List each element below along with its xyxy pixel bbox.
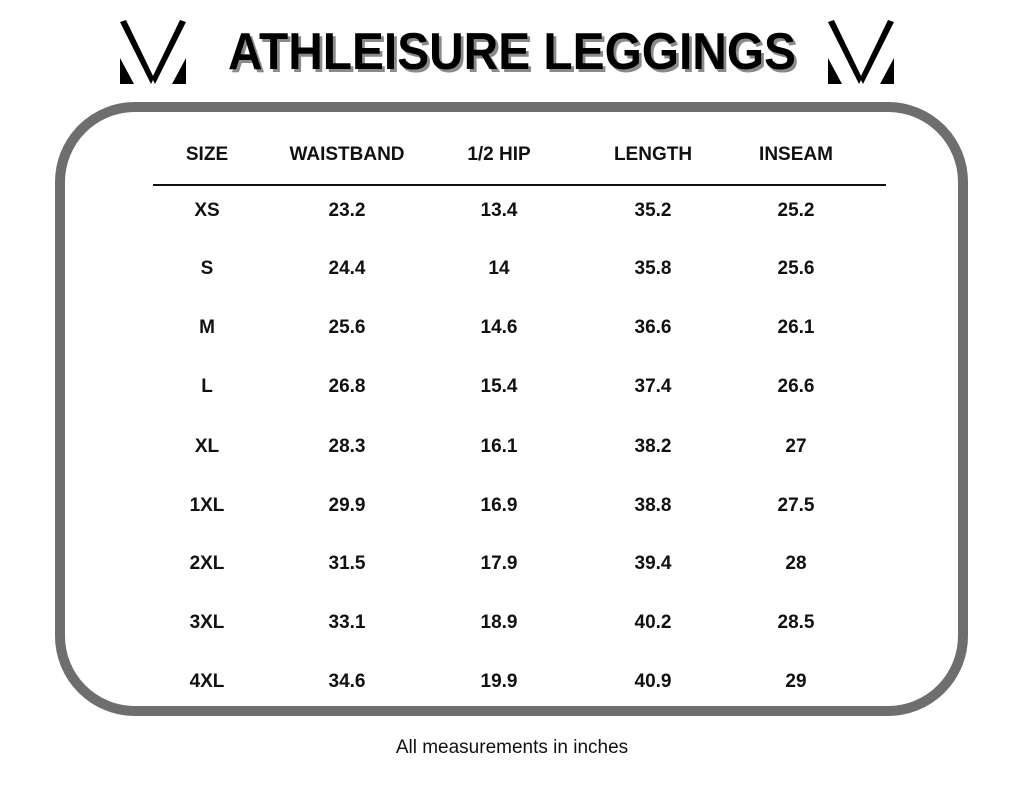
cell-waistband: 28.3: [328, 436, 366, 457]
cell-waistband: 34.6: [328, 671, 366, 692]
cell-inseam: 28.5: [777, 612, 815, 633]
cell-waistband: 25.6: [328, 317, 366, 338]
cell-inseam: 26.6: [777, 376, 815, 397]
cell-size: XL: [194, 436, 220, 457]
cell-inseam: 26.1: [777, 317, 815, 338]
column-header-waistband: WAISTBAND: [289, 144, 405, 165]
cell-waistband: 33.1: [328, 612, 366, 633]
column-header-half-hip: 1/2 HIP: [467, 144, 531, 165]
cell-half-hip: 14.6: [480, 317, 518, 338]
column-header-length: LENGTH: [613, 144, 693, 165]
cell-waistband: 24.4: [328, 258, 366, 279]
cell-half-hip: 15.4: [480, 376, 518, 397]
cell-length: 37.4: [634, 376, 672, 397]
cell-size: 3XL: [189, 612, 225, 633]
cell-waistband: 31.5: [328, 553, 366, 574]
column-header-size: SIZE: [185, 144, 229, 165]
cell-size: 1XL: [189, 495, 225, 516]
cell-length: 38.8: [634, 495, 672, 516]
column-header-inseam: INSEAM: [759, 144, 833, 165]
cell-size: 4XL: [189, 671, 225, 692]
page-title: ATHLEISURE LEGGINGS: [228, 23, 796, 81]
cell-length: 35.8: [634, 258, 672, 279]
cell-inseam: 29: [785, 671, 807, 692]
cell-size: L: [201, 376, 213, 397]
cell-inseam: 25.6: [777, 258, 815, 279]
cell-inseam: 25.2: [777, 200, 815, 221]
cell-half-hip: 14: [488, 258, 510, 279]
cell-half-hip: 18.9: [480, 612, 518, 633]
footer-note: All measurements in inches: [395, 737, 629, 758]
cell-half-hip: 16.9: [480, 495, 518, 516]
cell-waistband: 26.8: [328, 376, 366, 397]
cell-length: 40.9: [634, 671, 672, 692]
cell-length: 36.6: [634, 317, 672, 338]
cell-size: M: [199, 317, 215, 338]
cell-length: 40.2: [634, 612, 672, 633]
cell-length: 39.4: [634, 553, 672, 574]
cell-inseam: 27: [785, 436, 807, 457]
cell-inseam: 28: [785, 553, 807, 574]
cell-waistband: 29.9: [328, 495, 366, 516]
brand-logo-icon: [828, 20, 894, 84]
cell-size: 2XL: [189, 553, 225, 574]
cell-size: S: [200, 258, 214, 279]
cell-half-hip: 16.1: [480, 436, 518, 457]
header-divider: [153, 184, 886, 186]
brand-logo-icon: [120, 20, 186, 84]
size-chart-frame: [55, 102, 968, 716]
cell-half-hip: 13.4: [480, 200, 518, 221]
cell-waistband: 23.2: [328, 200, 366, 221]
cell-length: 35.2: [634, 200, 672, 221]
cell-inseam: 27.5: [777, 495, 815, 516]
cell-half-hip: 17.9: [480, 553, 518, 574]
cell-length: 38.2: [634, 436, 672, 457]
cell-size: XS: [194, 200, 220, 221]
cell-half-hip: 19.9: [480, 671, 518, 692]
